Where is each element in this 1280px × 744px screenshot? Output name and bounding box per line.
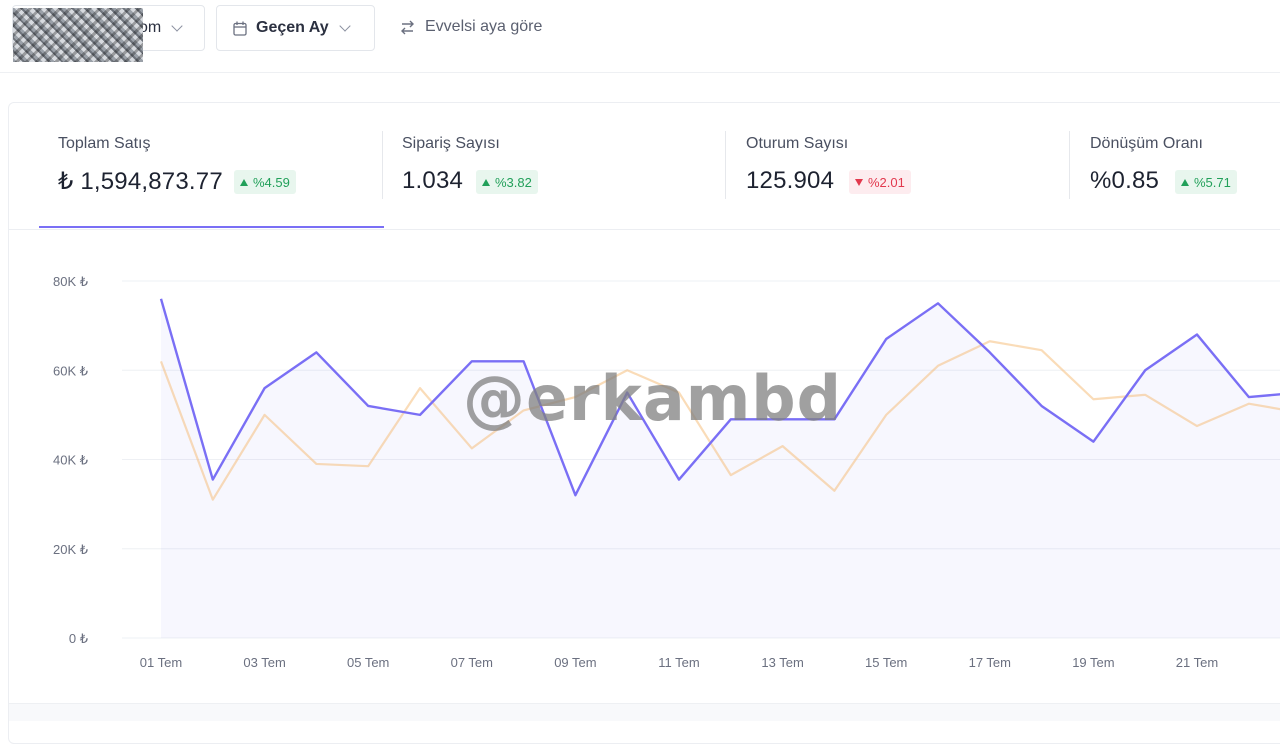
x-tick-label: 07 Tem [451,655,493,670]
x-tick-label: 09 Tem [554,655,596,670]
kpi-session-count[interactable]: Oturum Sayısı 125.904 %2.01 [727,103,1070,229]
y-tick-label: 20K ₺ [53,542,88,557]
sales-line-chart: 0 ₺ 20K ₺ 40K ₺ 60K ₺ 80K ₺ 01 Tem 03 Tem 05 Te… [0,228,1280,698]
kpi-value: 1.034 [402,167,463,195]
swap-icon [399,19,416,36]
arrow-up-icon [1181,179,1189,186]
kpi-label: Oturum Sayısı [746,135,848,153]
date-range-label: Geçen Ay [256,19,329,37]
kpi-value: 125.904 [746,167,834,195]
change-value: %2.01 [868,175,905,190]
kpi-tabs: Toplam Satış ₺ 1,594,873.77 %4.59 Sipari… [9,103,1280,230]
change-value: %4.59 [253,175,290,190]
y-tick-label: 80K ₺ [53,274,88,289]
change-badge: %4.59 [234,170,296,194]
kpi-label: Dönüşüm Oranı [1090,135,1203,153]
card-footer [9,703,1280,721]
watermark: @erkambd [463,362,842,435]
date-range-selector[interactable]: Geçen Ay [216,5,375,51]
site-name-redacted [13,8,143,62]
x-tick-label: 05 Tem [347,655,389,670]
x-tick-label: 19 Tem [1072,655,1114,670]
change-badge: %2.01 [849,170,911,194]
x-tick-label: 21 Tem [1176,655,1218,670]
change-badge: %5.71 [1175,170,1237,194]
compare-toggle[interactable]: Evvelsi aya göre [399,18,542,36]
arrow-up-icon [240,179,248,186]
kpi-conversion-rate[interactable]: Dönüşüm Oranı %0.85 %5.71 [1071,103,1280,229]
change-value: %5.71 [1194,175,1231,190]
x-tick-label: 15 Tem [865,655,907,670]
arrow-up-icon [482,179,490,186]
kpi-total-sales[interactable]: Toplam Satış ₺ 1,594,873.77 %4.59 [39,103,384,229]
x-tick-label: 01 Tem [140,655,182,670]
chevron-down-icon [172,20,183,31]
toolbar: com Geçen Ay Evvelsi aya göre [0,0,1280,73]
compare-label: Evvelsi aya göre [425,18,542,36]
x-tick-label: 13 Tem [761,655,803,670]
y-tick-label: 60K ₺ [53,363,88,378]
x-tick-label: 03 Tem [243,655,285,670]
chevron-down-icon [339,20,350,31]
change-value: %3.82 [495,175,532,190]
kpi-order-count[interactable]: Sipariş Sayısı 1.034 %3.82 [383,103,726,229]
series-area [161,299,1280,638]
arrow-down-icon [855,179,863,186]
site-selector[interactable]: com [12,5,205,51]
x-tick-label: 17 Tem [969,655,1011,670]
change-badge: %3.82 [476,170,538,194]
y-tick-label: 0 ₺ [69,631,88,646]
kpi-value: ₺ 1,594,873.77 [58,167,223,196]
x-tick-label: 11 Tem [658,655,699,670]
divider [725,131,726,199]
y-tick-label: 40K ₺ [53,453,88,468]
kpi-label: Toplam Satış [58,135,150,153]
calendar-icon [233,21,247,36]
kpi-label: Sipariş Sayısı [402,135,500,153]
kpi-value: %0.85 [1090,167,1159,195]
divider [1069,131,1070,199]
